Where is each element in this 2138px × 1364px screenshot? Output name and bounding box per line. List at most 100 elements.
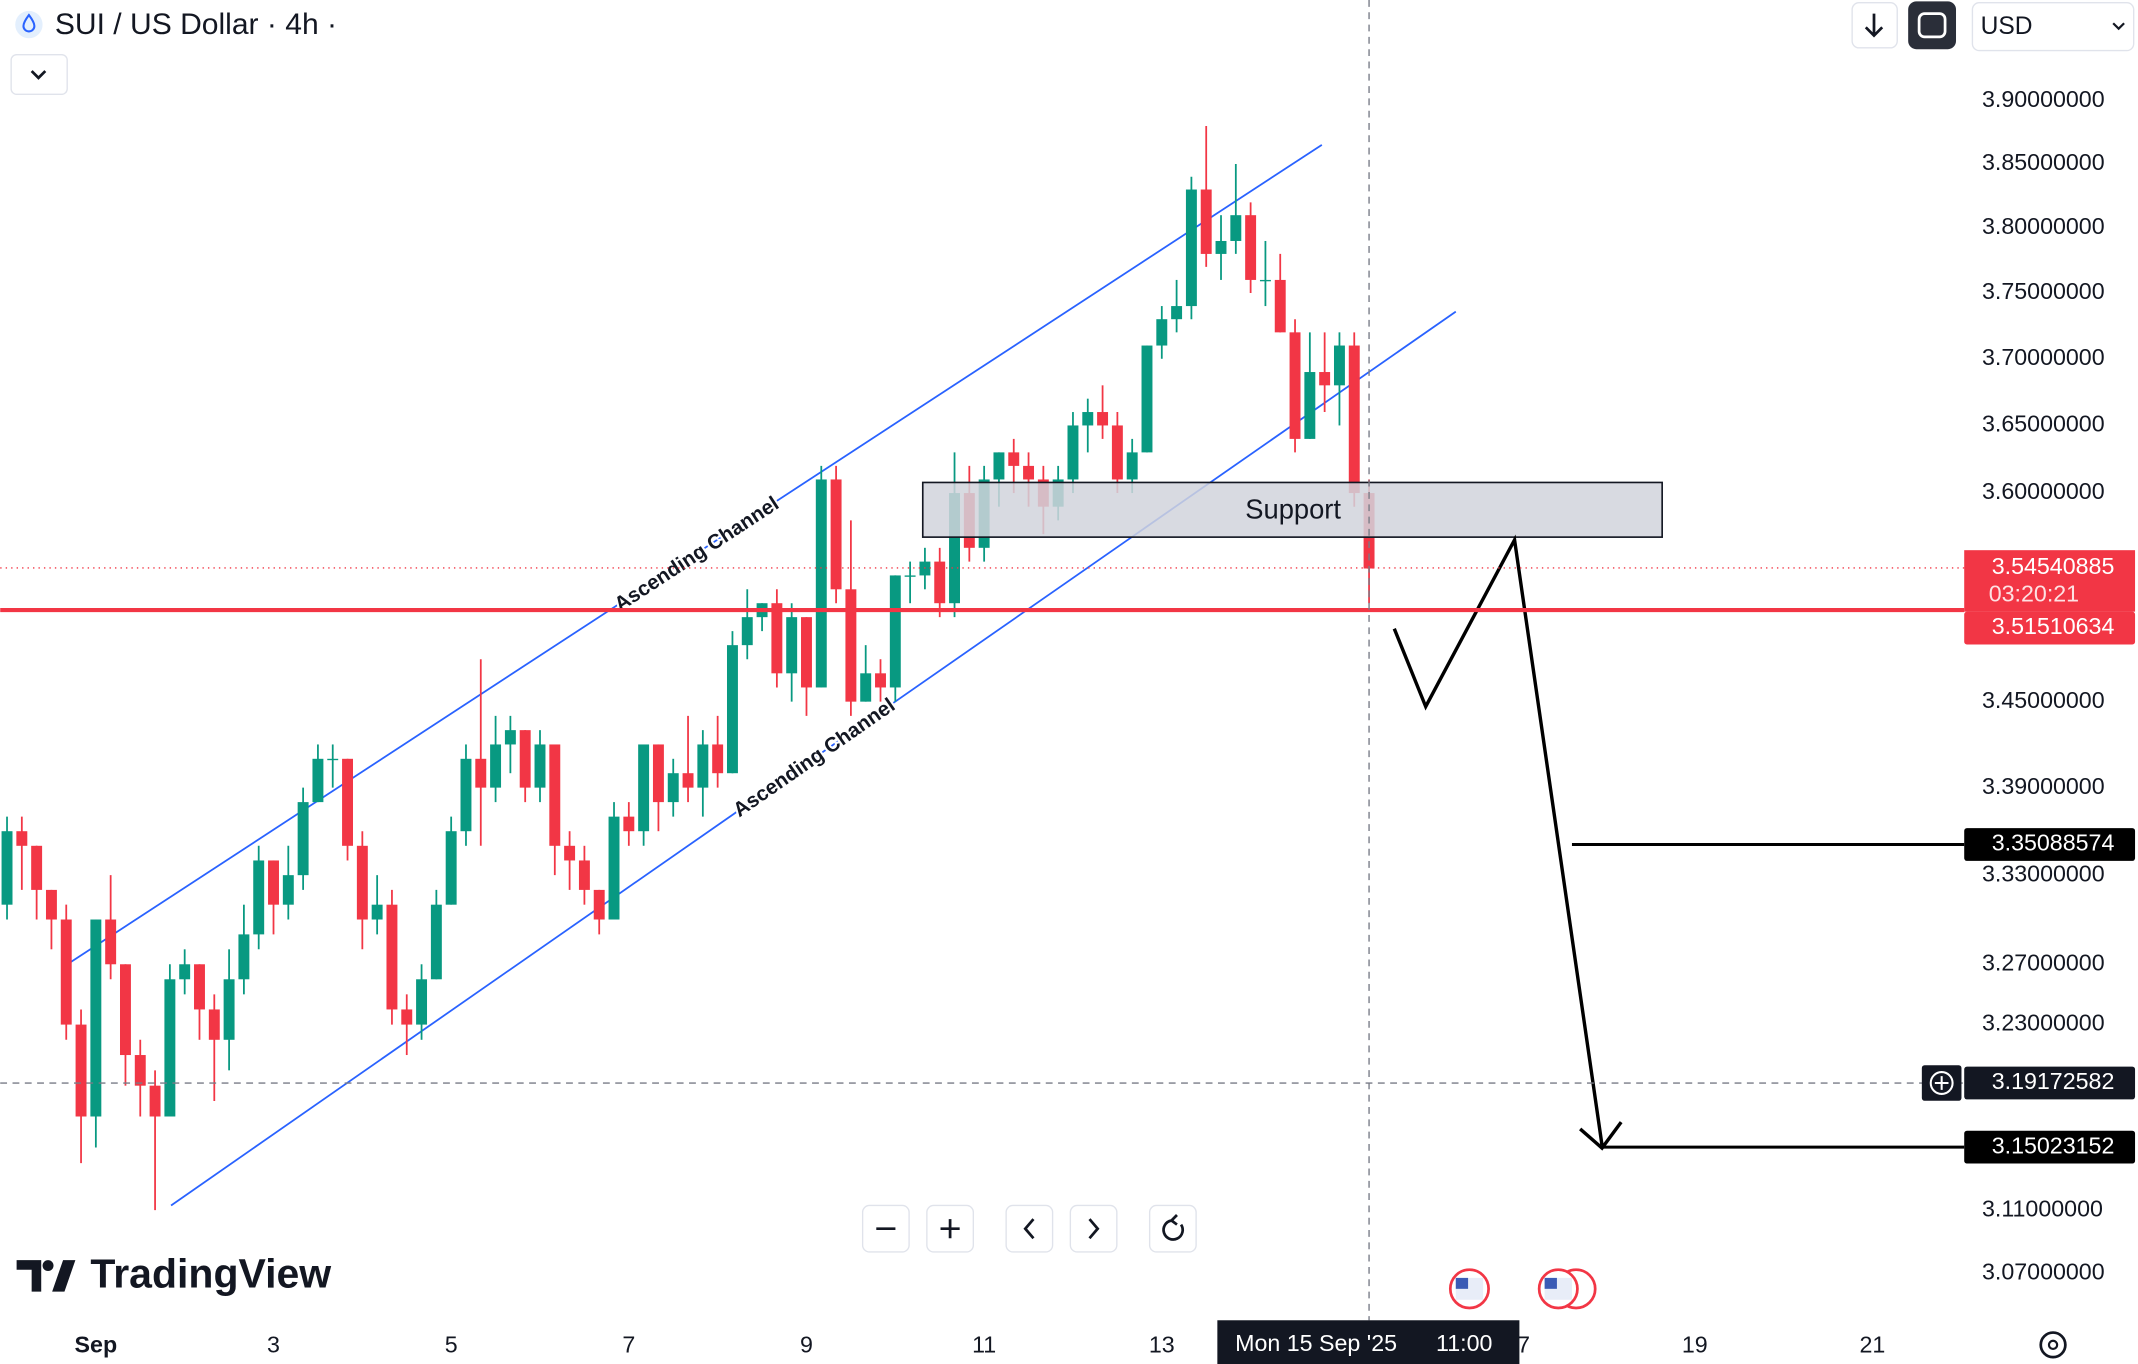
plus-icon	[1929, 1071, 1954, 1095]
candle-body	[608, 816, 620, 920]
collapse-button[interactable]	[10, 53, 68, 95]
y-tick-label: 3.39000000	[1982, 773, 2105, 799]
left-icon	[1023, 1218, 1035, 1240]
y-tick-label: 3.27000000	[1982, 949, 2105, 975]
candle-body	[949, 493, 960, 604]
candle-body	[445, 831, 457, 905]
candle-body	[1097, 412, 1109, 426]
y-tick-label: 3.85000000	[1982, 149, 2105, 175]
candle-body	[90, 919, 102, 1117]
candle-body	[786, 617, 798, 674]
candle-body	[312, 758, 324, 803]
scroll-right-button[interactable]	[1069, 1204, 1118, 1253]
candle-body	[1141, 345, 1153, 453]
crosshair-time-label: 11:00	[1436, 1330, 1492, 1356]
x-tick-label: 19	[1682, 1331, 1708, 1357]
candle-body	[105, 919, 117, 965]
candle-body	[934, 561, 946, 604]
x-tick-label: 3	[267, 1331, 280, 1357]
last-price-label: 3.54540885	[1992, 553, 2115, 579]
scroll-left-button[interactable]	[1005, 1204, 1054, 1253]
candle-body	[578, 860, 590, 890]
level-box	[1964, 828, 2136, 861]
candle-body	[282, 875, 294, 905]
y-tick-label: 3.65000000	[1982, 411, 2105, 437]
candle-body	[1200, 189, 1212, 254]
support-label: Support	[1245, 493, 1341, 524]
currency-label: USD	[1981, 13, 2033, 40]
reset-button[interactable]	[1148, 1204, 1197, 1253]
y-tick-label: 3.45000000	[1982, 687, 2105, 713]
fullscreen-button[interactable]	[1908, 1, 1957, 50]
candle-body	[1274, 279, 1286, 333]
settings-icon[interactable]	[2039, 1331, 2067, 1359]
level-box	[1964, 1130, 2136, 1164]
candle-body	[1185, 189, 1197, 307]
candle-body	[16, 831, 28, 846]
candle-body	[1111, 425, 1123, 480]
logo-mark-dot	[42, 1260, 54, 1272]
settings-icon-center	[2047, 1339, 2059, 1351]
candle-body	[386, 904, 398, 1010]
currency-select[interactable]	[1971, 2, 2135, 52]
symbol-icon-drop	[22, 13, 36, 33]
candle-body	[712, 744, 724, 774]
candle-body	[623, 816, 635, 832]
candle-body	[1230, 215, 1242, 241]
candle-body	[504, 730, 516, 745]
candles	[1, 125, 1375, 1211]
candle-body	[904, 575, 916, 577]
candle-body	[593, 889, 605, 920]
crosshair-date-box	[1217, 1320, 1520, 1364]
y-tick-label: 3.23000000	[1982, 1010, 2105, 1036]
candle-body	[1126, 452, 1138, 480]
y-tick-label: 3.75000000	[1982, 278, 2105, 304]
candle-body	[549, 744, 561, 846]
candle-body	[119, 964, 131, 1056]
candle-body	[238, 934, 250, 980]
y-tick-label: 3.80000000	[1982, 213, 2105, 239]
support-zone	[921, 481, 1663, 538]
event-flags	[1448, 1268, 1597, 1310]
projection-arrow	[1392, 534, 1604, 1146]
candle-body	[31, 845, 43, 890]
x-tick-label: 5	[445, 1331, 458, 1357]
candle-body	[1348, 345, 1360, 494]
candle-body	[45, 889, 57, 920]
candle-body	[993, 452, 1005, 480]
y-tick-label: 3.90000000	[1982, 86, 2105, 112]
candle-body	[134, 1055, 146, 1086]
x-tick-label: Sep	[75, 1331, 118, 1357]
channel-upper-line	[68, 144, 1323, 965]
reset-icon	[1162, 1214, 1185, 1241]
chevron-icon	[30, 70, 47, 80]
x-tick-label: 13	[1149, 1331, 1175, 1357]
x-tick-label: 9	[800, 1331, 813, 1357]
candle-body	[179, 964, 191, 980]
watermark: TradingView	[90, 1250, 331, 1296]
candle-body	[697, 744, 709, 788]
download-icon	[1864, 13, 1884, 38]
fullscreen-icon	[1917, 12, 1947, 39]
candle-body	[741, 617, 753, 646]
candle-body	[75, 1024, 87, 1117]
level-label: 3.35088574	[1992, 830, 2115, 856]
x-tick-label: 7	[622, 1331, 635, 1357]
candle-body	[1333, 345, 1345, 386]
candle-body	[830, 479, 842, 590]
candle-body	[667, 773, 679, 803]
candle-body	[1289, 332, 1301, 439]
candle-body	[490, 744, 502, 788]
candle-body	[149, 1085, 161, 1117]
candle-body	[652, 744, 664, 803]
crosshair-date-label: Mon 15 Sep '25	[1235, 1330, 1397, 1356]
crosshair-price-label: 3.19172582	[1992, 1068, 2115, 1094]
candle-body	[726, 645, 738, 774]
y-tick-label: 3.33000000	[1982, 860, 2105, 886]
level-box	[1964, 611, 2136, 645]
candle-body	[475, 758, 487, 788]
countdown-label: 03:20:21	[1989, 580, 2079, 606]
symbol-icon	[15, 10, 43, 39]
